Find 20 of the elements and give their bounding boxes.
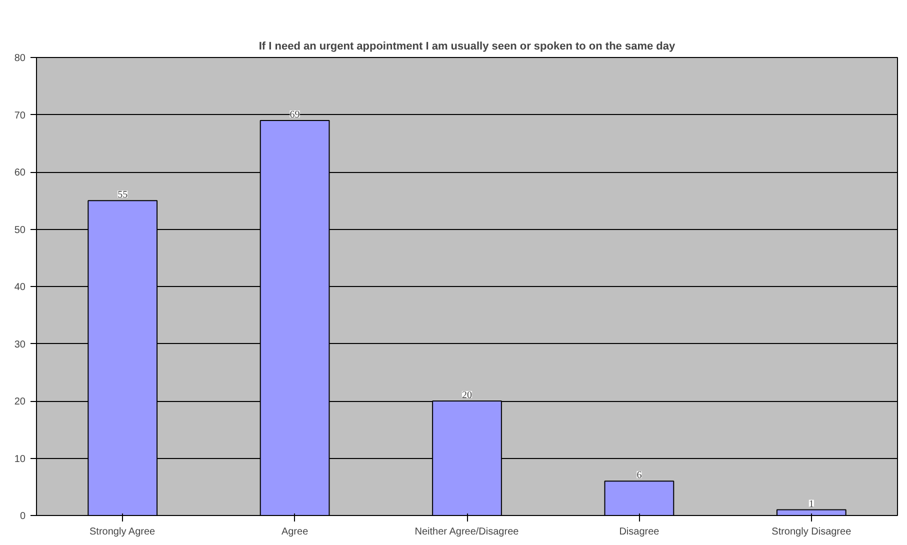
y-tick-label: 0 — [20, 511, 26, 522]
y-tick-label: 10 — [14, 454, 26, 465]
y-tick-label: 60 — [14, 168, 26, 178]
x-tick-label: Strongly Disagree — [772, 526, 852, 538]
x-tick-label: Strongly Agree — [90, 526, 156, 538]
chart-title: If I need an urgent appointment I am usually seen or spoken to on the same day — [258, 40, 676, 52]
data-label: 1 — [808, 498, 814, 510]
y-tick-label: 70 — [14, 110, 26, 122]
data-label: 55 — [118, 190, 128, 201]
data-label: 69 — [290, 109, 300, 120]
y-tick-label: 20 — [14, 396, 26, 408]
y-tick-label: 30 — [14, 339, 26, 350]
x-tick-label: Agree — [281, 526, 309, 538]
y-tick-label: 50 — [14, 224, 26, 236]
data-label: 20 — [462, 390, 472, 401]
x-tick-label: Neither Agree/Disagree — [414, 526, 520, 538]
x-tick-label: Disagree — [619, 526, 660, 538]
y-tick-label: 80 — [14, 53, 26, 64]
y-tick-label: 40 — [14, 282, 26, 293]
data-label: 6 — [636, 470, 642, 482]
